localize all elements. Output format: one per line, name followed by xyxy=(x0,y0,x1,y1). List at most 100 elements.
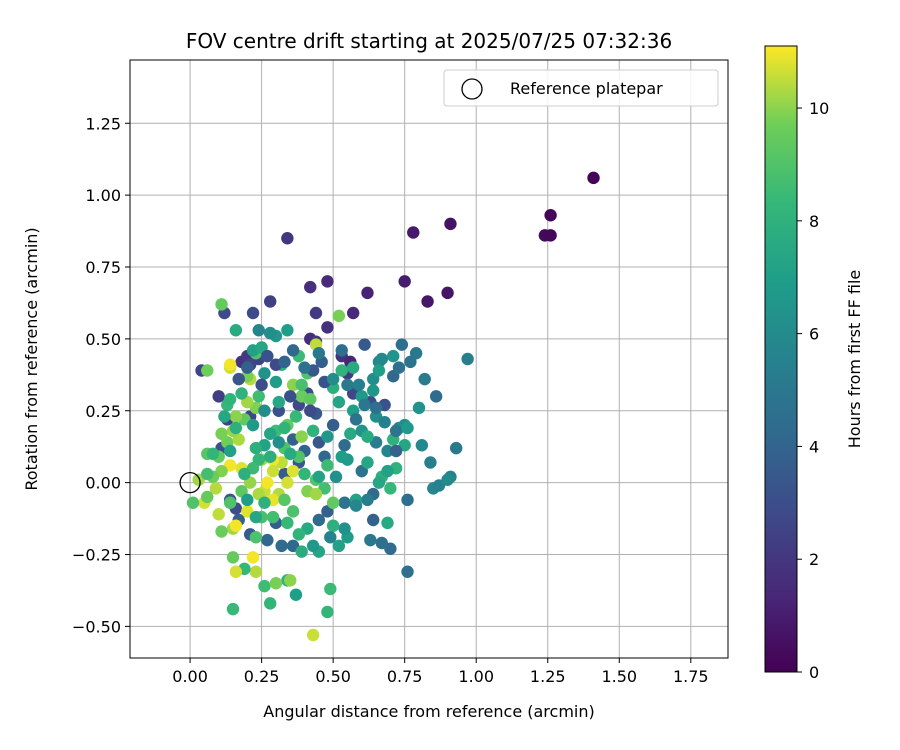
data-point xyxy=(223,393,237,406)
data-point xyxy=(349,413,363,426)
data-point xyxy=(304,393,317,406)
data-point xyxy=(232,372,245,386)
data-point xyxy=(281,516,294,530)
y-axis-label: Rotation from reference (arcmin) xyxy=(22,227,41,490)
data-point xyxy=(201,364,214,377)
data-point xyxy=(387,349,400,363)
data-point xyxy=(329,470,343,484)
y-tick-label: 0.75 xyxy=(85,258,121,277)
data-point xyxy=(298,467,311,481)
data-point xyxy=(375,536,388,550)
data-point xyxy=(212,508,225,521)
data-point xyxy=(338,496,351,509)
data-point xyxy=(395,338,409,351)
data-point xyxy=(544,229,557,242)
data-point xyxy=(361,456,374,469)
data-point xyxy=(321,459,334,472)
data-point xyxy=(229,519,243,532)
x-axis-label: Angular distance from reference (arcmin) xyxy=(263,702,594,721)
data-point xyxy=(324,531,337,544)
data-point xyxy=(264,427,277,440)
reference-platepar-marker xyxy=(179,471,201,494)
data-point xyxy=(309,306,323,320)
data-point xyxy=(372,364,386,377)
y-tick-label: 0.25 xyxy=(85,402,121,421)
x-tick-label: 1.00 xyxy=(458,667,494,686)
data-point xyxy=(306,628,320,642)
data-point xyxy=(258,404,271,417)
data-point xyxy=(215,525,228,538)
colorbar-tick-label: 4 xyxy=(809,437,819,456)
data-point xyxy=(246,418,260,432)
data-point xyxy=(338,439,351,452)
data-point xyxy=(324,582,337,596)
data-point xyxy=(295,378,308,392)
data-point xyxy=(401,493,414,507)
plot-background xyxy=(130,60,728,658)
data-point xyxy=(412,401,426,415)
data-point xyxy=(367,513,380,527)
data-point xyxy=(241,493,254,507)
data-point xyxy=(372,476,386,489)
data-point xyxy=(289,588,303,601)
data-point xyxy=(349,499,363,512)
data-point xyxy=(252,390,265,403)
data-point xyxy=(352,378,366,392)
data-point xyxy=(246,306,260,320)
data-point xyxy=(269,375,283,389)
data-point xyxy=(272,404,285,417)
data-point xyxy=(381,464,394,478)
data-point xyxy=(266,510,280,524)
data-point xyxy=(341,378,354,392)
data-point xyxy=(309,487,323,501)
x-tick-label: 0.00 xyxy=(172,667,208,686)
legend-reference-marker xyxy=(461,78,483,100)
data-point xyxy=(272,395,285,409)
data-point xyxy=(312,347,326,360)
data-point xyxy=(361,493,374,507)
data-point xyxy=(272,436,285,449)
data-point xyxy=(401,565,414,578)
data-point xyxy=(441,286,454,300)
colorbar-tick-label: 2 xyxy=(809,550,819,569)
data-point xyxy=(286,344,300,357)
data-point xyxy=(346,306,360,320)
y-tick-label: 1.25 xyxy=(85,114,121,133)
data-point xyxy=(284,574,297,587)
data-point xyxy=(304,404,317,417)
legend-box xyxy=(443,69,719,107)
data-point xyxy=(304,280,317,294)
data-point xyxy=(186,496,200,509)
data-point xyxy=(249,531,263,544)
data-point xyxy=(241,361,254,374)
data-point xyxy=(264,326,277,340)
y-tick-label: 0.00 xyxy=(85,474,121,493)
colorbar-gradient xyxy=(764,45,798,673)
data-point xyxy=(375,352,388,366)
data-point xyxy=(421,295,434,308)
data-point xyxy=(326,519,340,532)
data-point xyxy=(335,364,348,377)
data-point xyxy=(264,450,277,463)
data-point xyxy=(264,295,277,308)
data-point xyxy=(261,533,274,547)
data-point xyxy=(381,444,394,458)
data-point xyxy=(278,493,291,507)
x-axis-ticks: 0.00 0.25 0.50 0.75 1.00 1.25 1.50 1.75 xyxy=(172,658,709,686)
data-point xyxy=(295,545,308,558)
data-point xyxy=(252,324,265,337)
data-point xyxy=(298,361,311,374)
data-point xyxy=(229,324,243,337)
data-point xyxy=(278,355,291,369)
data-point xyxy=(381,516,394,530)
data-point xyxy=(306,539,320,553)
data-point xyxy=(201,490,214,504)
data-point xyxy=(249,510,263,524)
data-point xyxy=(326,496,340,509)
data-point xyxy=(441,473,454,486)
y-tick-label: −0.25 xyxy=(72,546,121,565)
data-point xyxy=(384,482,397,495)
plot-area xyxy=(130,60,728,658)
data-point xyxy=(238,467,251,481)
data-point xyxy=(281,324,294,337)
